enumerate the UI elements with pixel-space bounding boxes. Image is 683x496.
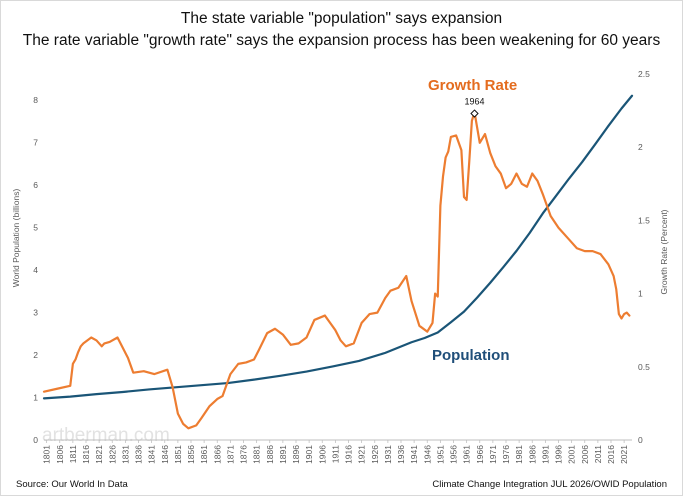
x-tick-label: 1906 <box>317 445 327 464</box>
credit-note: Climate Change Integration JUL 2026/OWID… <box>432 479 667 490</box>
y-left-tick-label: 8 <box>33 95 38 105</box>
series-line-growth-rate <box>42 110 631 430</box>
y-left-tick-label: 4 <box>33 265 38 275</box>
x-tick-label: 1926 <box>370 445 380 464</box>
x-tick-label: 2016 <box>606 445 616 464</box>
y-left-tick-label: 6 <box>33 180 38 190</box>
x-tick-label: 1916 <box>344 445 354 464</box>
series-label-population: Population <box>432 347 510 364</box>
y-left-tick-label: 3 <box>33 308 38 318</box>
y-axis-title-right: Growth Rate (Percent) <box>659 209 669 294</box>
peak-year-label: 1964 <box>464 97 484 107</box>
x-tick-label: 1846 <box>160 445 170 464</box>
series-line-population <box>42 94 634 400</box>
x-tick-label: 2011 <box>593 445 603 464</box>
x-tick-label: 1821 <box>94 445 104 464</box>
x-tick-label: 1866 <box>212 445 222 464</box>
y-left-tick-label: 1 <box>33 393 38 403</box>
x-tick-label: 1831 <box>120 445 130 464</box>
x-tick-label: 1841 <box>147 445 157 464</box>
x-tick-label: 1996 <box>554 445 564 464</box>
y-right-tick-label: 0 <box>638 435 643 445</box>
x-tick-label: 2006 <box>580 445 590 464</box>
x-tick-label: 1911 <box>330 445 340 464</box>
x-tick-label: 1941 <box>409 445 419 464</box>
x-tick-label: 1971 <box>488 445 498 464</box>
x-tick-label: 1871 <box>225 445 235 464</box>
x-tick-label: 1861 <box>199 445 209 464</box>
y-right-tick-label: 2 <box>638 142 643 152</box>
x-tick-label: 1946 <box>422 445 432 464</box>
x-tick-label: 1981 <box>514 445 524 464</box>
y-right-tick-label: 0.5 <box>638 362 650 372</box>
x-tick-label: 1886 <box>265 445 275 464</box>
x-tick-label: 1901 <box>304 445 314 464</box>
x-tick-label: 1951 <box>435 445 445 464</box>
x-tick-label: 2001 <box>567 445 577 464</box>
y-left-tick-label: 2 <box>33 350 38 360</box>
x-tick-label: 1896 <box>291 445 301 464</box>
x-tick-label: 1811 <box>68 445 78 464</box>
chart-title-line-1: The state variable "population" says exp… <box>180 10 503 27</box>
x-tick-label: 1856 <box>186 445 196 464</box>
x-tick-label: 1991 <box>540 445 550 464</box>
y-right-tick-label: 2.5 <box>638 69 650 79</box>
y-right-tick-label: 1.5 <box>638 215 650 225</box>
x-tick-label: 1936 <box>396 445 406 464</box>
source-note: Source: Our World In Data <box>16 479 128 490</box>
x-tick-label: 1881 <box>252 445 262 464</box>
x-tick-label: 1851 <box>173 445 183 464</box>
x-tick-label: 1931 <box>383 445 393 464</box>
y-axis-title-left: World Population (billions) <box>11 189 21 288</box>
x-tick-label: 1801 <box>42 445 52 464</box>
y-left-tick-label: 0 <box>33 435 38 445</box>
x-tick-label: 1876 <box>239 445 249 464</box>
y-left-tick-label: 5 <box>33 223 38 233</box>
x-tick-label: 1976 <box>501 445 511 464</box>
x-tick-label: 1806 <box>55 445 65 464</box>
peak-marker <box>470 109 479 118</box>
y-right-tick-label: 1 <box>638 289 643 299</box>
x-tick-label: 1891 <box>278 445 288 464</box>
x-tick-label: 1836 <box>134 445 144 464</box>
series-label-growth-rate: Growth Rate <box>428 77 517 94</box>
x-tick-label: 1961 <box>462 445 472 464</box>
x-tick-label: 1826 <box>107 445 117 464</box>
x-tick-label: 1986 <box>527 445 537 464</box>
x-tick-label: 1966 <box>475 445 485 464</box>
x-tick-label: 1956 <box>449 445 459 464</box>
x-tick-label: 1921 <box>357 445 367 464</box>
x-tick-label: 1816 <box>81 445 91 464</box>
y-left-tick-label: 7 <box>33 138 38 148</box>
chart-title-line-2: The rate variable "growth rate" says the… <box>22 32 661 49</box>
x-tick-label: 2021 <box>619 445 629 464</box>
watermark: artberman.com <box>42 425 170 446</box>
